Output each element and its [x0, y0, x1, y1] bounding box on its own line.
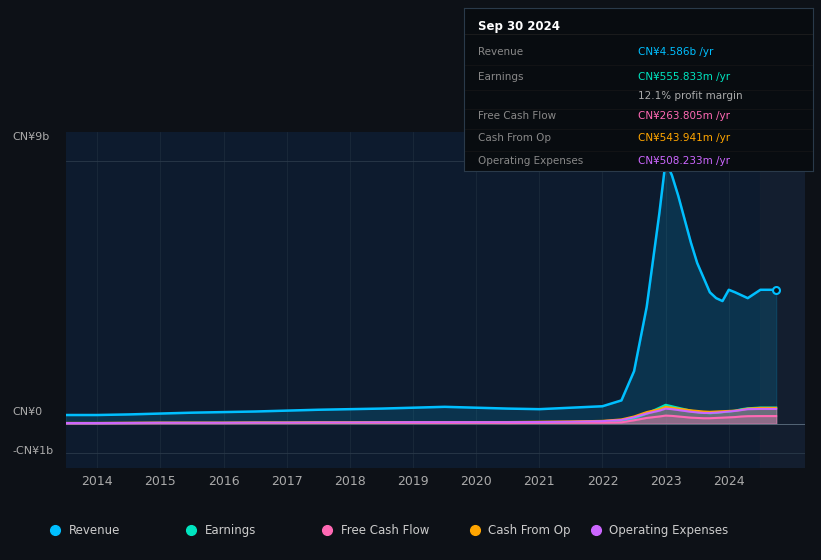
Text: CN¥9b: CN¥9b [12, 132, 49, 142]
Text: Revenue: Revenue [478, 48, 523, 57]
Bar [760, 132, 805, 468]
Text: Free Cash Flow: Free Cash Flow [341, 524, 429, 536]
Text: Earnings: Earnings [478, 72, 523, 82]
Text: CN¥555.833m /yr: CN¥555.833m /yr [639, 72, 731, 82]
Text: 12.1% profit margin: 12.1% profit margin [639, 91, 743, 101]
Text: -CN¥1b: -CN¥1b [12, 446, 53, 456]
Text: Cash From Op: Cash From Op [488, 524, 571, 536]
Text: Operating Expenses: Operating Expenses [609, 524, 728, 536]
Text: Free Cash Flow: Free Cash Flow [478, 111, 556, 121]
Text: Revenue: Revenue [69, 524, 121, 536]
Text: CN¥543.941m /yr: CN¥543.941m /yr [639, 133, 731, 143]
Text: Sep 30 2024: Sep 30 2024 [478, 20, 560, 33]
Text: Cash From Op: Cash From Op [478, 133, 551, 143]
Text: CN¥263.805m /yr: CN¥263.805m /yr [639, 111, 731, 121]
Text: Earnings: Earnings [205, 524, 256, 536]
Text: Operating Expenses: Operating Expenses [478, 156, 583, 166]
Text: CN¥4.586b /yr: CN¥4.586b /yr [639, 48, 713, 57]
Text: CN¥0: CN¥0 [12, 407, 43, 417]
Text: CN¥508.233m /yr: CN¥508.233m /yr [639, 156, 731, 166]
